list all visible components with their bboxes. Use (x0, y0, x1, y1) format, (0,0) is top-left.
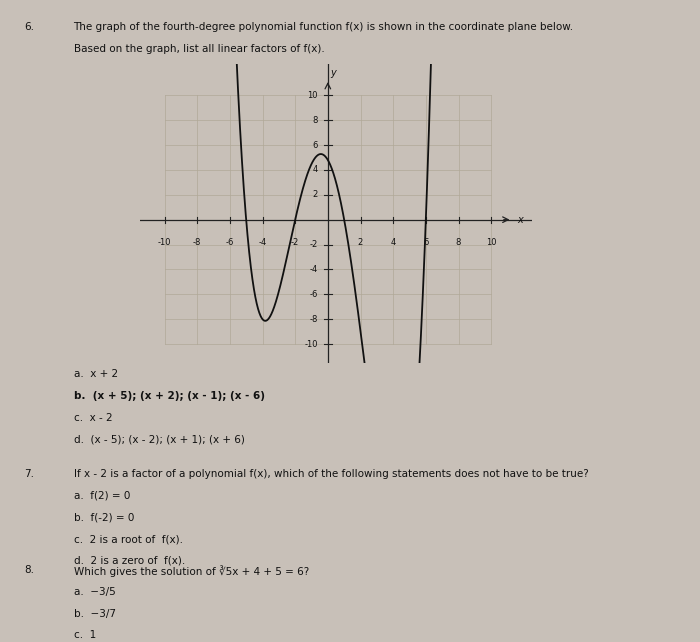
Text: 10: 10 (486, 238, 496, 247)
Text: 4: 4 (313, 166, 318, 175)
Text: c.  1: c. 1 (74, 630, 96, 641)
Text: Based on the graph, list all linear factors of f(x).: Based on the graph, list all linear fact… (74, 44, 324, 55)
Text: 8: 8 (456, 238, 461, 247)
Text: b.  f(-2) = 0: b. f(-2) = 0 (74, 512, 134, 523)
Text: 6: 6 (423, 238, 428, 247)
Text: 2: 2 (313, 190, 318, 199)
Text: -2: -2 (310, 240, 318, 249)
Text: -6: -6 (309, 290, 318, 299)
Text: d.  (x - 5); (x - 2); (x + 1); (x + 6): d. (x - 5); (x - 2); (x + 1); (x + 6) (74, 435, 244, 445)
Text: 8: 8 (313, 116, 318, 125)
Text: 6: 6 (313, 141, 318, 150)
Text: -2: -2 (291, 238, 300, 247)
Text: 4: 4 (391, 238, 395, 247)
Text: b.  −3/7: b. −3/7 (74, 609, 116, 619)
Text: If x - 2 is a factor of a polynomial f(x), which of the following statements doe: If x - 2 is a factor of a polynomial f(x… (74, 469, 588, 479)
Text: a.  x + 2: a. x + 2 (74, 369, 118, 379)
Text: 7.: 7. (25, 469, 34, 479)
Text: -10: -10 (158, 238, 172, 247)
Text: 10: 10 (307, 91, 318, 100)
Text: a.  f(2) = 0: a. f(2) = 0 (74, 490, 130, 501)
Text: -6: -6 (225, 238, 234, 247)
Text: -8: -8 (193, 238, 202, 247)
Text: 6.: 6. (25, 22, 34, 33)
Text: -8: -8 (309, 315, 318, 324)
Text: x: x (518, 214, 524, 225)
Text: y: y (330, 68, 335, 78)
Text: c.  x - 2: c. x - 2 (74, 413, 112, 423)
Text: c.  2 is a root of  f(x).: c. 2 is a root of f(x). (74, 534, 183, 544)
Text: 2: 2 (358, 238, 363, 247)
Text: -10: -10 (304, 340, 318, 349)
Text: 8.: 8. (25, 565, 34, 575)
Text: b.  (x + 5); (x + 2); (x - 1); (x - 6): b. (x + 5); (x + 2); (x - 1); (x - 6) (74, 391, 265, 401)
Text: -4: -4 (310, 265, 318, 274)
Text: The graph of the fourth-degree polynomial function f(x) is shown in the coordina: The graph of the fourth-degree polynomia… (74, 22, 573, 33)
Text: d.  2 is a zero of  f(x).: d. 2 is a zero of f(x). (74, 556, 185, 566)
Text: -4: -4 (258, 238, 267, 247)
Text: a.  −3/5: a. −3/5 (74, 587, 116, 597)
Text: Which gives the solution of ∛5x + 4 + 5 = 6?: Which gives the solution of ∛5x + 4 + 5 … (74, 565, 309, 577)
